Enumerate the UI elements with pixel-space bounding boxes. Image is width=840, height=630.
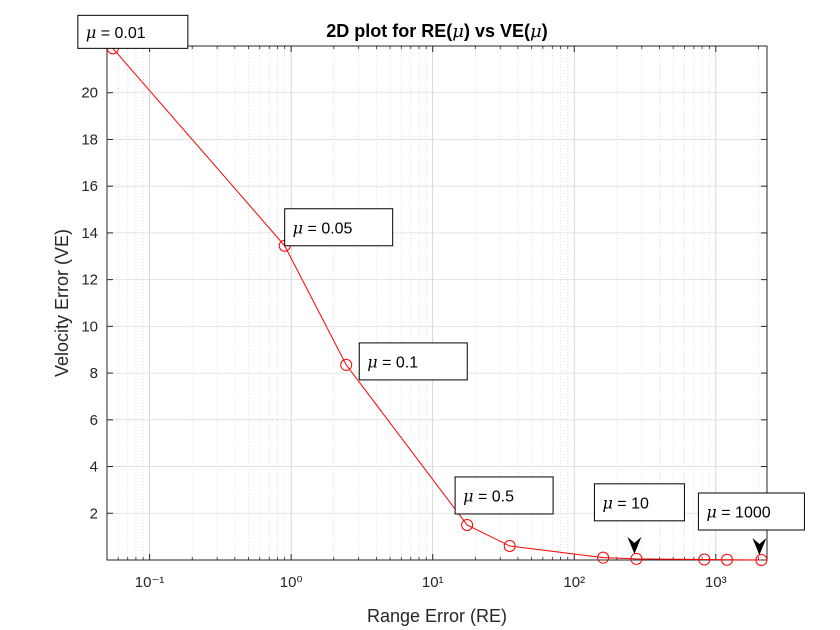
annotation-box	[358, 342, 468, 381]
data-point-marker	[461, 518, 474, 531]
annotation-arrow	[752, 538, 767, 555]
annotation-box	[697, 492, 805, 531]
y-tick-label: 20	[81, 85, 98, 102]
y-tick-label: 12	[81, 272, 98, 289]
x-tick-label: 10⁰	[280, 574, 303, 591]
x-tick-label: 10⁻¹	[135, 574, 165, 591]
data-point-marker	[340, 358, 353, 371]
annotations: μ = 0.01 μ = 0.05 μ = 0.1 μ = 0.5 μ = 10 μ = …	[77, 14, 805, 555]
y-tick-label: 2	[90, 505, 98, 522]
x-tick-label: 10¹	[422, 574, 444, 591]
chart-title: 2D plot for RE(μ) vs VE(μ)	[326, 21, 547, 42]
y-tick-label: 4	[90, 459, 98, 476]
y-tick-label: 16	[81, 178, 98, 195]
annotation-box	[454, 476, 554, 515]
data-point-marker	[597, 551, 610, 564]
data-point-marker	[630, 552, 643, 565]
y-tick-label: 18	[81, 131, 98, 148]
annotation-box	[284, 208, 394, 247]
annotation: μ = 0.01	[77, 14, 189, 49]
x-tick-label: 10²	[563, 574, 585, 591]
annotation-box	[593, 483, 685, 522]
data-point-marker	[755, 554, 768, 566]
y-tick-label: 14	[81, 225, 98, 242]
annotation-label: μ = 10	[602, 493, 649, 512]
annotation: μ = 0.5	[454, 476, 554, 515]
annotation-label: μ = 0.5	[463, 486, 514, 505]
axis-ticks: 10⁻¹ 10⁰ 10¹ 10² 10³ 2 4 6 8 10 12 14 16 18 20	[81, 46, 767, 591]
y-tick-label: 6	[90, 412, 98, 429]
x-axis-label: Range Error (RE)	[367, 606, 507, 626]
axes-box	[106, 45, 768, 561]
data-point-marker	[698, 553, 711, 566]
grid	[107, 46, 767, 560]
annotation-box	[77, 14, 189, 49]
annotation-label: μ = 1000	[706, 503, 770, 522]
x-tick-label: 10³	[705, 574, 727, 591]
y-tick-label: 10	[81, 318, 98, 335]
annotation: μ = 0.1	[358, 342, 468, 381]
annotation: μ = 10	[593, 483, 685, 554]
data-point-marker	[503, 539, 516, 552]
annotation-label: μ = 0.05	[293, 218, 353, 237]
annotation-label: μ = 0.1	[367, 352, 418, 371]
y-axis-label: Velocity Error (VE)	[52, 229, 72, 377]
annotation-arrow	[627, 536, 642, 554]
data-series	[106, 42, 768, 566]
data-point-marker	[721, 553, 734, 566]
series-line	[112, 48, 762, 561]
y-tick-label: 8	[90, 365, 98, 382]
annotation: μ = 0.05	[284, 208, 394, 247]
annotation-label: μ = 0.01	[86, 23, 146, 42]
annotation: μ = 1000	[697, 492, 805, 555]
